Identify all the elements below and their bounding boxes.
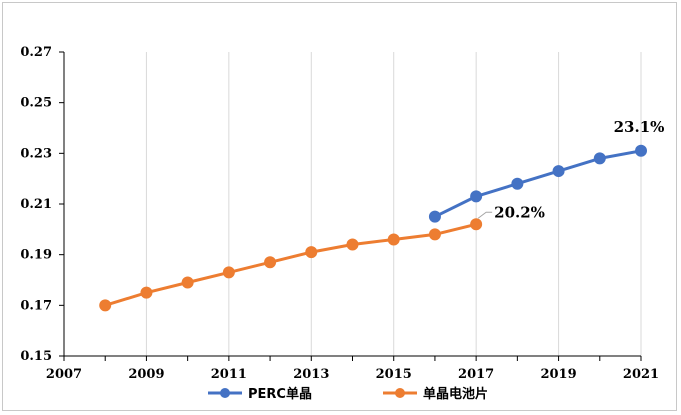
data-point: [305, 246, 318, 259]
data-point: [470, 218, 483, 231]
data-point: [428, 228, 441, 241]
data-point: [470, 190, 483, 203]
data-point: [428, 210, 441, 223]
x-tick-label: 2017: [458, 367, 494, 382]
legend: PERC单晶 单晶电池片: [208, 386, 488, 402]
x-tick-label: 2015: [376, 367, 412, 382]
x-tick-label: 2013: [293, 367, 329, 382]
data-point: [222, 266, 235, 279]
data-point: [593, 152, 606, 165]
data-point: [552, 165, 565, 178]
data-point: [387, 233, 400, 246]
y-tick-label: 0.19: [20, 248, 52, 263]
legend-entry: 单晶电池片: [423, 386, 488, 402]
y-tick-label: 0.15: [20, 349, 52, 364]
data-point: [264, 256, 277, 269]
data-label: 23.1%: [614, 118, 665, 136]
data-label: 20.2%: [494, 203, 545, 221]
series-layer: [99, 144, 647, 312]
legend-marker: [395, 388, 405, 398]
x-tick-label: 2011: [211, 367, 247, 382]
x-tick-label: 2009: [128, 367, 164, 382]
series-line-1: [104, 222, 477, 307]
y-tick-label: 0.23: [20, 146, 52, 161]
data-point: [140, 286, 153, 299]
y-tick-label: 0.25: [20, 96, 52, 111]
y-tick-label: 0.17: [20, 298, 52, 313]
y-tick-label: 0.27: [20, 45, 52, 60]
callout-leader: [477, 211, 493, 219]
x-tick-label: 2021: [623, 367, 659, 382]
data-point: [635, 144, 647, 157]
data-point: [181, 276, 194, 289]
legend-entry: PERC单晶: [248, 386, 312, 402]
data-point: [99, 299, 112, 312]
series-line-0: [434, 149, 642, 219]
legend-marker: [220, 388, 230, 398]
axes: 0.15 0.17 0.19 0.21 0.23 0.25 0.27 2007 2009 2011…: [20, 45, 659, 382]
x-tick-label: 2007: [46, 367, 82, 382]
chart-frame: [2, 2, 677, 411]
x-tick-label: 2019: [540, 367, 576, 382]
annotations: 23.1% 20.2%: [477, 118, 665, 221]
data-point: [511, 177, 524, 190]
data-point: [346, 238, 359, 251]
grid-lines: [63, 52, 642, 356]
y-tick-label: 0.21: [20, 197, 52, 212]
